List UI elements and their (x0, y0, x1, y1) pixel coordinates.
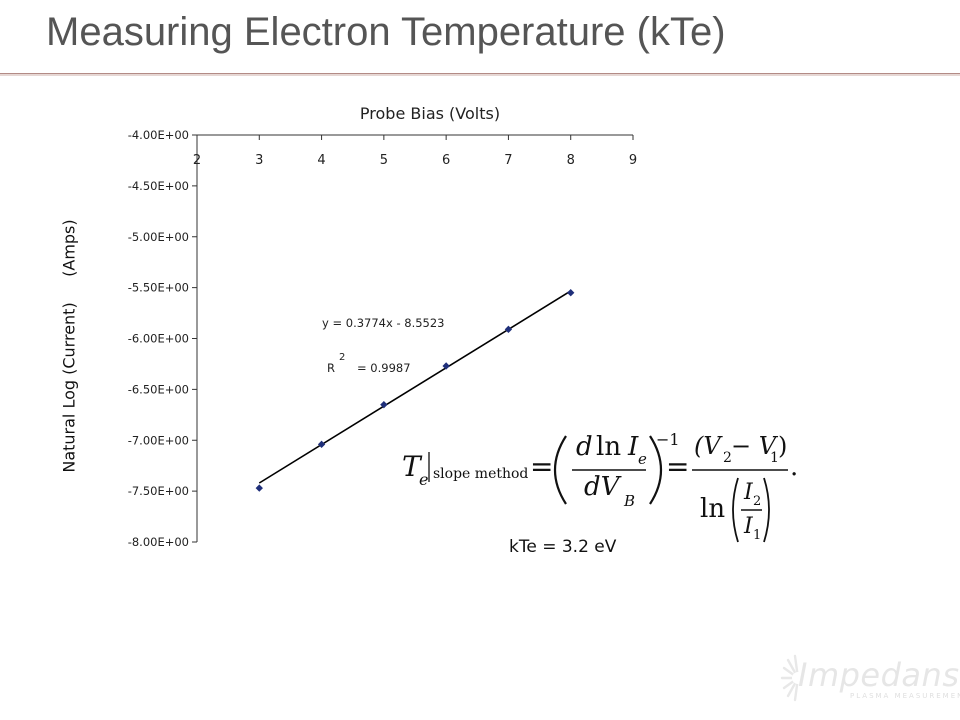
x-tick-label: 6 (442, 153, 450, 168)
slope-method-formula: T e slope method = d ln I e dV B −1 = (V… (398, 428, 808, 550)
y-tick-label: -4.00E+00 (128, 128, 189, 142)
data-point (442, 362, 450, 370)
data-points (255, 289, 575, 492)
formula-T: T (402, 450, 421, 483)
data-point (255, 484, 263, 492)
r-squared-label: R (327, 361, 335, 375)
formula-numerator-close: ) (778, 432, 788, 460)
data-point (567, 289, 575, 297)
formula-brackets (428, 435, 788, 543)
formula-I1: I (744, 514, 753, 539)
y-tick-label: -7.50E+00 (128, 484, 189, 498)
x-tick-label: 7 (504, 153, 512, 168)
slide-title: Measuring Electron Temperature (kTe) (46, 10, 726, 54)
y-tick-label: -4.50E+00 (128, 179, 189, 193)
kte-result: kTe = 3.2 eV (509, 537, 617, 557)
logo-burst-icon (780, 654, 804, 702)
x-tick-label: 8 (567, 153, 575, 168)
y-tick-label: -8.00E+00 (128, 535, 189, 549)
formula-I2: I (744, 480, 753, 505)
formula-I1-sub: 1 (753, 528, 762, 543)
formula-period: . (790, 452, 799, 482)
formula-VB-sub: B (624, 492, 636, 510)
title-divider (0, 73, 960, 76)
y-tick-label: -5.50E+00 (128, 281, 189, 295)
x-axis-title: Probe Bias (Volts) (359, 104, 501, 123)
x-tick-label: 3 (255, 153, 263, 168)
formula-exponent: −1 (656, 430, 680, 449)
y-axis-ticks: -4.00E+00 -4.50E+00 -5.00E+00 -5.50E+00 -6.0… (128, 128, 197, 549)
x-tick-label: 2 (193, 153, 201, 168)
formula-dV: dV (584, 472, 620, 502)
formula-e-sub: e (419, 470, 429, 489)
y-tick-label: -7.00E+00 (128, 433, 189, 447)
data-point (504, 325, 513, 334)
trendline-equation: y = 0.3774x - 8.5523 (322, 316, 445, 330)
formula-slope-method: slope method (433, 466, 529, 482)
data-point (380, 400, 388, 409)
r-squared-value: = 0.9987 (357, 361, 411, 375)
x-tick-label: 5 (380, 153, 388, 168)
formula-numerator-sub1: 1 (770, 450, 779, 466)
y-tick-label: -5.00E+00 (128, 230, 189, 244)
trendline-group (258, 290, 572, 484)
formula-I: I (628, 432, 639, 462)
formula-ln: ln (596, 432, 622, 462)
data-point (317, 440, 326, 448)
chart-annotations: y = 0.3774x - 8.5523 R 2 = 0.9987 (322, 316, 445, 375)
x-axis-ticks: 2 3 4 5 6 7 8 9 (193, 135, 637, 168)
formula-denominator-ln: ln (700, 494, 726, 524)
formula-numerator-v2: (V (694, 432, 721, 460)
logo-tagline: PLASMA MEASUREMENT (850, 692, 960, 700)
formula-I2-sub: 2 (753, 494, 762, 509)
formula-numerator-minus-v1: − V (731, 432, 777, 460)
y-tick-label: -6.00E+00 (128, 332, 189, 346)
formula-Ie-sub: e (638, 450, 647, 468)
r-squared-exponent: 2 (339, 352, 345, 363)
impedans-logo: Impedans PLASMA MEASUREMENT (768, 648, 960, 708)
logo-wordmark: Impedans (798, 656, 960, 694)
formula-equals-2: = (666, 450, 690, 483)
y-tick-label: -6.50E+00 (128, 382, 189, 396)
x-tick-label: 4 (317, 153, 325, 168)
formula-d: d (576, 432, 593, 462)
x-tick-label: 9 (629, 153, 637, 168)
formula-equals-1: = (530, 450, 554, 483)
formula-numerator-sub2: 2 (723, 450, 732, 466)
trendline (258, 290, 572, 484)
